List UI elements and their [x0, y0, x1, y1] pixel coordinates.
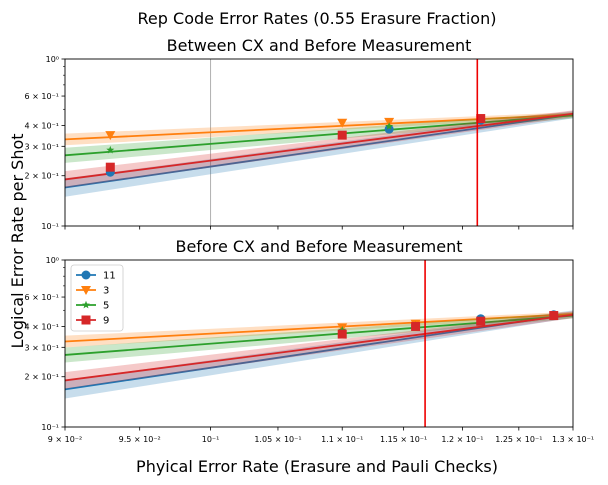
data-point-3 — [337, 130, 347, 140]
fit-line-2 — [65, 114, 573, 157]
axes-frame — [64, 259, 574, 428]
x-tick-label: 1.3 × 10⁻¹ — [552, 435, 594, 444]
legend-box — [70, 264, 124, 332]
legend-marker — [81, 270, 91, 280]
axes-frame — [64, 58, 574, 227]
figure-suptitle: Rep Code Error Rates (0.55 Erasure Fract… — [138, 9, 497, 28]
y-tick-label: 2 × 10⁻¹ — [25, 172, 60, 181]
data-point-0 — [384, 124, 394, 134]
data-point-1 — [105, 131, 116, 141]
panel-title: Between CX and Before Measurement — [167, 36, 472, 55]
data-point-9 — [411, 321, 421, 331]
x-tick-label: 9 × 10⁻² — [48, 435, 83, 444]
legend-label: 3 — [103, 286, 109, 297]
data-point-9 — [476, 316, 486, 326]
legend-label: 5 — [103, 301, 109, 312]
x-tick-label: 1.05 × 10⁻¹ — [254, 435, 301, 444]
y-tick-label: 6 × 10⁻¹ — [25, 92, 60, 101]
fit-line-3 — [65, 313, 573, 343]
legend: 11 3 5 9 — [70, 264, 124, 332]
y-tick-label: 10⁻¹ — [41, 423, 59, 432]
plot-area — [65, 260, 573, 427]
plot-area — [65, 59, 573, 226]
x-tick-label: 1.2 × 10⁻¹ — [441, 435, 483, 444]
data-point-2 — [106, 145, 115, 154]
legend-marker — [82, 300, 90, 309]
y-tick-label: 6 × 10⁻¹ — [25, 293, 60, 302]
y-tick-label: 3 × 10⁻¹ — [25, 343, 60, 352]
x-tick-label: 1.1 × 10⁻¹ — [321, 435, 363, 444]
data-point-1 — [337, 118, 348, 128]
data-point-3 — [476, 114, 486, 124]
figure-ylabel: Logical Error Rate per Shot — [8, 133, 27, 348]
y-tick-label: 4 × 10⁻¹ — [25, 121, 60, 130]
top-panel: Between CX and Before Measurement 10⁻¹ 2 ×… — [25, 36, 574, 231]
y-tick-label: 10⁻¹ — [41, 222, 59, 231]
legend-label: 9 — [103, 316, 109, 327]
figure-xlabel: Phyical Error Rate (Erasure and Pauli Ch… — [136, 457, 498, 476]
y-tick-label: 3 × 10⁻¹ — [25, 142, 60, 151]
x-tick-label: 1.15 × 10⁻¹ — [380, 435, 427, 444]
fit-line-5 — [65, 314, 573, 356]
y-tick-label: 4 × 10⁻¹ — [25, 322, 60, 331]
legend-marker — [81, 286, 91, 295]
fit-line-1 — [65, 113, 573, 141]
data-point-9 — [549, 311, 559, 321]
data-point-3 — [105, 162, 115, 172]
fit-line-3 — [65, 112, 573, 181]
data-point-2 — [385, 122, 394, 130]
panel-title: Before CX and Before Measurement — [175, 237, 462, 256]
fit-line-0 — [65, 113, 573, 189]
y-tick-label: 10⁰ — [46, 256, 59, 265]
legend-marker — [81, 315, 91, 325]
y-tick-label: 10⁰ — [46, 55, 59, 64]
bottom-panel: Before CX and Before Measurement 9 × 10⁻²… — [25, 237, 595, 444]
y-tick-label: 2 × 10⁻¹ — [25, 373, 60, 382]
legend-label: 11 — [103, 271, 116, 282]
data-point-9 — [337, 329, 347, 339]
x-tick-label: 10⁻¹ — [202, 435, 220, 444]
x-tick-label: 1.25 × 10⁻¹ — [495, 435, 542, 444]
fit-line-9 — [65, 313, 573, 382]
x-tick-label: 9.5 × 10⁻² — [119, 435, 161, 444]
